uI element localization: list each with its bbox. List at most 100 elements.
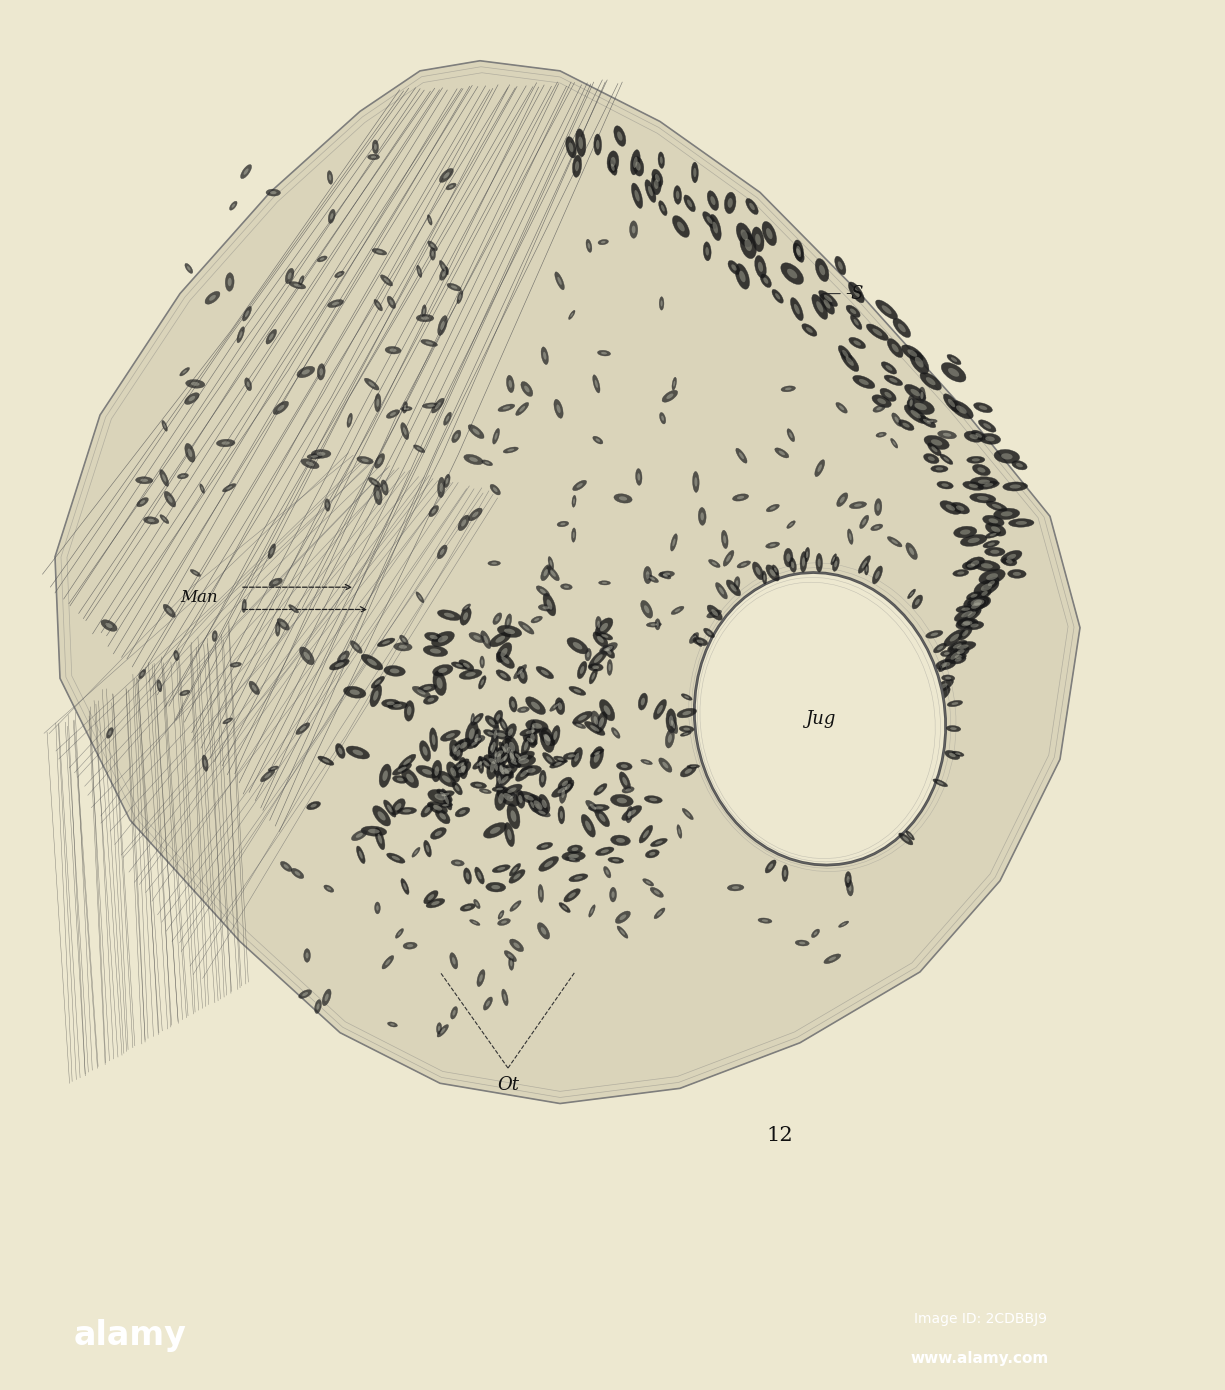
Ellipse shape: [816, 553, 822, 573]
Ellipse shape: [551, 726, 560, 745]
Ellipse shape: [824, 954, 840, 963]
Ellipse shape: [835, 402, 848, 413]
Ellipse shape: [212, 631, 217, 642]
Ellipse shape: [148, 518, 154, 523]
Ellipse shape: [643, 830, 649, 838]
Ellipse shape: [767, 505, 779, 512]
Ellipse shape: [505, 742, 512, 758]
Ellipse shape: [289, 605, 299, 613]
Ellipse shape: [261, 769, 274, 781]
Ellipse shape: [601, 634, 609, 638]
Ellipse shape: [437, 610, 461, 620]
Ellipse shape: [627, 809, 636, 816]
Ellipse shape: [562, 905, 567, 910]
Ellipse shape: [305, 952, 309, 959]
Ellipse shape: [831, 553, 837, 564]
Ellipse shape: [439, 802, 453, 808]
Ellipse shape: [677, 709, 697, 717]
Ellipse shape: [878, 733, 888, 739]
Ellipse shape: [331, 213, 333, 220]
Ellipse shape: [641, 698, 646, 705]
Ellipse shape: [707, 631, 712, 635]
Ellipse shape: [811, 929, 820, 938]
Ellipse shape: [311, 449, 331, 459]
Ellipse shape: [398, 767, 407, 771]
Ellipse shape: [490, 745, 492, 751]
Ellipse shape: [540, 564, 551, 581]
Ellipse shape: [336, 744, 345, 759]
Ellipse shape: [223, 484, 236, 492]
Ellipse shape: [174, 651, 179, 660]
Ellipse shape: [428, 894, 434, 901]
Ellipse shape: [477, 762, 483, 766]
Ellipse shape: [475, 867, 484, 884]
Ellipse shape: [561, 780, 575, 794]
Ellipse shape: [707, 610, 722, 619]
Ellipse shape: [992, 505, 1002, 509]
Ellipse shape: [922, 680, 936, 695]
Ellipse shape: [766, 860, 777, 873]
Ellipse shape: [454, 738, 472, 753]
Ellipse shape: [550, 701, 562, 712]
Ellipse shape: [546, 599, 552, 610]
Ellipse shape: [348, 417, 350, 424]
Ellipse shape: [987, 581, 995, 587]
Ellipse shape: [501, 648, 507, 657]
Ellipse shape: [968, 538, 980, 543]
Ellipse shape: [615, 910, 631, 923]
Ellipse shape: [768, 863, 773, 869]
Ellipse shape: [469, 728, 475, 739]
Ellipse shape: [463, 663, 470, 667]
Ellipse shape: [507, 742, 517, 769]
Ellipse shape: [539, 730, 555, 746]
Ellipse shape: [320, 368, 323, 375]
Ellipse shape: [419, 741, 431, 762]
Ellipse shape: [332, 302, 339, 306]
Ellipse shape: [631, 150, 641, 175]
Ellipse shape: [361, 826, 387, 837]
Ellipse shape: [621, 765, 628, 769]
Ellipse shape: [581, 815, 595, 837]
Ellipse shape: [762, 571, 767, 584]
Ellipse shape: [949, 400, 973, 418]
Ellipse shape: [403, 942, 418, 949]
Ellipse shape: [428, 214, 432, 225]
Ellipse shape: [976, 496, 989, 500]
Ellipse shape: [971, 602, 981, 609]
Ellipse shape: [451, 285, 457, 289]
Ellipse shape: [561, 790, 565, 798]
Ellipse shape: [496, 652, 514, 669]
Ellipse shape: [225, 272, 234, 292]
Ellipse shape: [946, 677, 951, 680]
Ellipse shape: [489, 758, 497, 765]
Ellipse shape: [268, 334, 273, 341]
Ellipse shape: [277, 404, 284, 411]
Ellipse shape: [859, 556, 871, 573]
Ellipse shape: [437, 545, 447, 559]
Ellipse shape: [931, 439, 942, 446]
Ellipse shape: [429, 506, 439, 517]
Ellipse shape: [654, 908, 665, 919]
Ellipse shape: [981, 584, 992, 591]
Ellipse shape: [311, 455, 318, 457]
Ellipse shape: [861, 733, 880, 756]
Ellipse shape: [586, 801, 600, 813]
Ellipse shape: [943, 432, 952, 436]
Ellipse shape: [570, 858, 576, 860]
Ellipse shape: [387, 853, 405, 863]
Ellipse shape: [933, 644, 947, 653]
Ellipse shape: [483, 760, 490, 766]
Ellipse shape: [734, 577, 740, 589]
Ellipse shape: [353, 749, 363, 755]
Ellipse shape: [494, 710, 502, 724]
Ellipse shape: [662, 391, 677, 402]
Ellipse shape: [775, 293, 780, 299]
Ellipse shape: [948, 368, 959, 377]
Ellipse shape: [617, 132, 622, 140]
Ellipse shape: [904, 714, 918, 730]
Ellipse shape: [643, 566, 652, 584]
Ellipse shape: [597, 635, 604, 642]
Ellipse shape: [252, 685, 256, 691]
Ellipse shape: [942, 676, 954, 681]
Ellipse shape: [421, 304, 426, 318]
